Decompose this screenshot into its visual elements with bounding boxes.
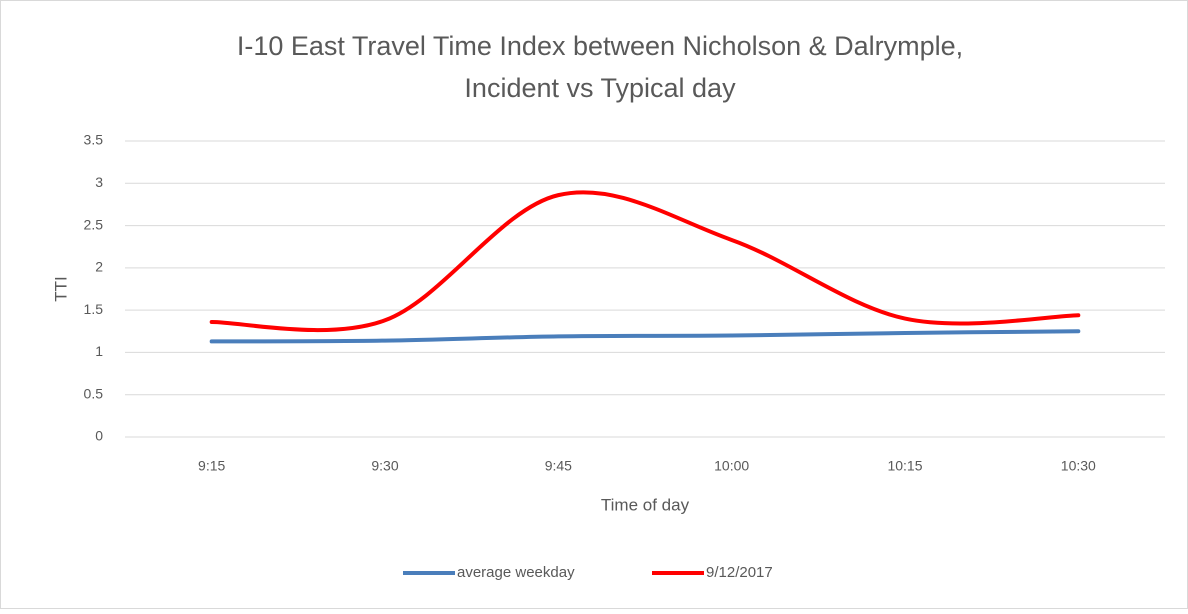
y-tick-label: 0.5 <box>84 385 104 401</box>
y-tick-label: 1.5 <box>84 301 104 317</box>
legend-label: average weekday <box>457 564 575 581</box>
x-tick-label: 9:30 <box>371 458 398 474</box>
x-tick-label: 9:45 <box>545 458 572 474</box>
chart-title-line: I-10 East Travel Time Index between Nich… <box>237 31 963 61</box>
y-tick-label: 3.5 <box>84 132 104 148</box>
series-line <box>209 190 1081 333</box>
chart-title-line: Incident vs Typical day <box>464 73 736 103</box>
y-tick-label: 3 <box>95 174 103 190</box>
legend-label: 9/12/2017 <box>706 564 773 581</box>
y-tick-label: 1 <box>95 343 103 359</box>
x-tick-label: 10:15 <box>887 458 922 474</box>
y-tick-label: 2.5 <box>84 216 104 232</box>
series-line <box>209 329 1081 344</box>
y-axis-title: TTI <box>51 276 70 302</box>
x-tick-label: 10:30 <box>1061 458 1096 474</box>
y-tick-label: 2 <box>95 259 103 275</box>
y-tick-label: 0 <box>95 428 103 444</box>
x-axis-title: Time of day <box>601 495 690 514</box>
x-tick-label: 10:00 <box>714 458 749 474</box>
x-tick-label: 9:15 <box>198 458 225 474</box>
